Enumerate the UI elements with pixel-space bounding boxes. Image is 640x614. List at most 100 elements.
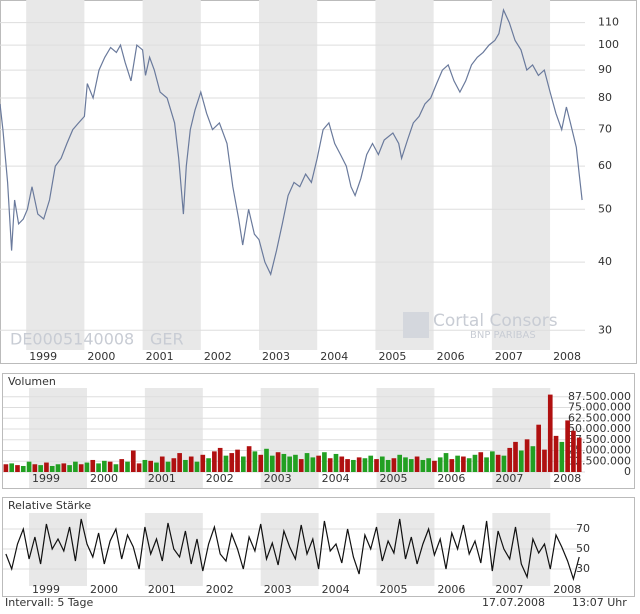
bar [542, 449, 547, 472]
bar [107, 461, 113, 472]
bar [333, 453, 339, 472]
bar [536, 424, 541, 472]
x-tick-label: 2005 [380, 583, 408, 596]
x-tick-label: 2004 [322, 583, 350, 596]
rsi-frame [2, 497, 635, 597]
bar [455, 455, 460, 472]
bar [501, 455, 507, 472]
x-tick-label: 2008 [553, 583, 581, 596]
bar [275, 452, 281, 472]
x-tick-label: 2002 [206, 583, 234, 596]
bar [159, 456, 165, 472]
line [0, 8, 583, 277]
footer-time: 13:07 Uhr [572, 596, 627, 609]
bar [351, 459, 356, 472]
bar [304, 453, 310, 472]
bar [154, 462, 159, 472]
bar [49, 465, 55, 472]
y-tick-label: 70 [598, 123, 612, 136]
bar [148, 460, 153, 472]
y-tick-label: 37.500.000 [568, 433, 631, 446]
bar [125, 461, 130, 472]
bar [246, 446, 252, 472]
panel-title: Relative Stärke [8, 499, 91, 512]
watermark-sub: BNP PARIBAS [470, 330, 536, 341]
y-tick-label: 110 [598, 16, 619, 29]
x-tick-label: 2001 [148, 583, 176, 596]
y-tick-label: 80 [598, 91, 612, 104]
bar [466, 458, 472, 472]
x-tick-label: 2003 [264, 472, 292, 485]
bar [513, 441, 518, 472]
bar [61, 463, 67, 472]
bar [20, 465, 26, 472]
bar [235, 449, 240, 472]
bar [495, 454, 501, 472]
y-tick-label: 50 [598, 202, 612, 215]
bar [78, 464, 84, 472]
bar [316, 455, 321, 472]
bar [507, 447, 513, 472]
bar [212, 451, 217, 472]
bar [490, 451, 495, 472]
bar [379, 456, 385, 472]
line [5, 518, 580, 582]
y-tick-label: 40 [598, 255, 612, 268]
x-tick-label: 1999 [32, 583, 60, 596]
year-band [491, 0, 551, 350]
bar [443, 453, 449, 472]
x-tick-label: 2007 [495, 583, 523, 596]
bar [188, 456, 194, 472]
bar [478, 452, 484, 472]
x-tick-label: 2003 [262, 350, 290, 363]
watermark-brand: Cortal Consors [433, 311, 558, 331]
bar [183, 459, 188, 472]
bar [530, 446, 536, 472]
bar [223, 455, 229, 472]
bar [26, 461, 32, 472]
bar [171, 458, 177, 472]
year-band [142, 0, 201, 350]
bar [15, 465, 20, 472]
bar [547, 394, 553, 472]
bar [241, 456, 246, 472]
y-tick-label: 50.000.000 [568, 422, 631, 435]
bar [437, 457, 443, 472]
bar [32, 464, 38, 472]
x-tick-label: 1999 [29, 350, 57, 363]
bar [524, 439, 530, 472]
bar [38, 465, 43, 472]
bar [298, 459, 304, 472]
bar [136, 463, 142, 472]
bar [356, 457, 362, 472]
bar [55, 464, 61, 472]
x-tick-label: 1999 [32, 472, 60, 485]
x-tick-label: 2007 [495, 350, 523, 363]
bar [484, 457, 489, 472]
bar [119, 459, 125, 472]
logo-icon [403, 312, 429, 338]
bar [130, 450, 136, 472]
bar [90, 459, 96, 472]
x-tick-label: 2008 [553, 350, 581, 363]
x-tick-label: 2003 [264, 583, 292, 596]
y-tick-label: 0 [624, 465, 631, 478]
watermark-exchange: GER [150, 330, 184, 349]
bar [403, 457, 408, 472]
bar [432, 460, 437, 472]
bar [461, 456, 466, 472]
bar [194, 461, 200, 472]
bar [397, 454, 403, 472]
x-tick-label: 2000 [90, 583, 118, 596]
footer-date: 17.07.2008 [482, 596, 545, 609]
bar [374, 459, 379, 472]
bar [339, 456, 345, 472]
x-tick-label: 2007 [495, 472, 523, 485]
bar [322, 452, 327, 472]
y-tick-label: 87.500.000 [568, 390, 631, 403]
bar [84, 462, 90, 472]
footer-interval: Intervall: 5 Tage [5, 596, 94, 609]
bar [571, 430, 576, 472]
bar [102, 460, 107, 472]
